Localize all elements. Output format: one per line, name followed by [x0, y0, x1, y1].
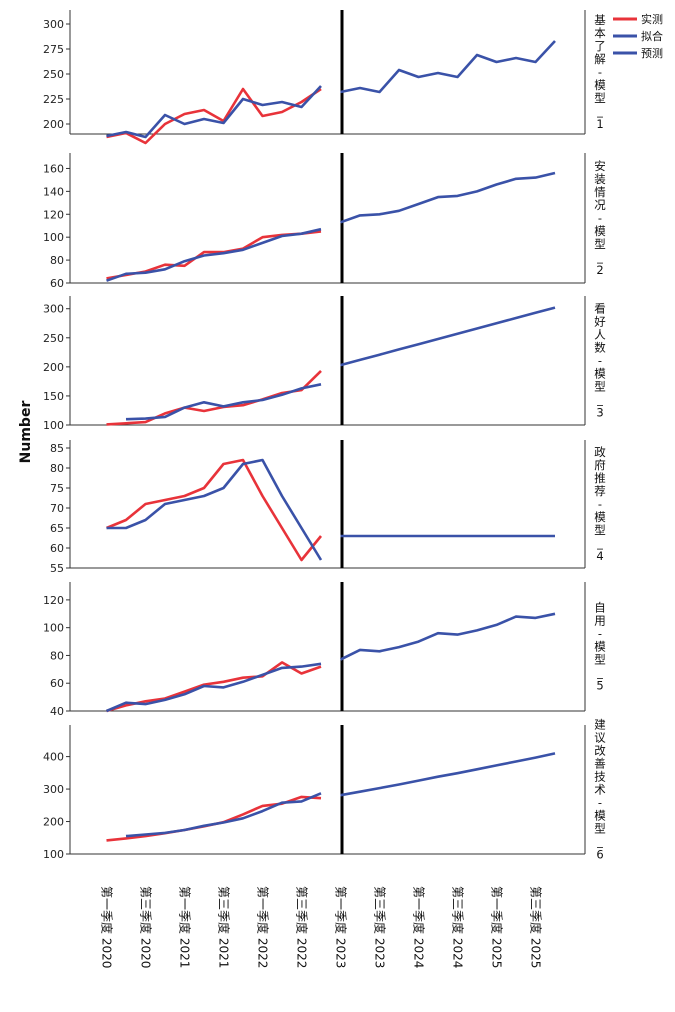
- y-tick-label: 80: [50, 462, 64, 475]
- x-tick-label: 第一季度 2020: [100, 886, 115, 968]
- y-tick-label: 400: [43, 751, 64, 764]
- y-tick-label: 275: [43, 43, 64, 56]
- y-tick-label: 65: [50, 522, 64, 535]
- y-tick-label: 100: [43, 419, 64, 432]
- series-forecast-line: [340, 171, 556, 224]
- x-tick-label: 第三季度 2020: [139, 886, 154, 968]
- y-tick-label: 300: [43, 783, 64, 796]
- series-fitted-line: [106, 458, 323, 561]
- y-axis-title: Number: [18, 401, 34, 464]
- y-tick-label: 55: [50, 562, 64, 575]
- y-tick-label: 120: [43, 208, 64, 221]
- panel-label: 政府推荐-模型_ 4: [594, 445, 606, 563]
- panel-label: 建议改善技术-模型_ 6: [594, 718, 606, 862]
- y-tick-label: 60: [50, 677, 64, 690]
- y-tick-label: 75: [50, 482, 64, 495]
- y-tick-label: 200: [43, 118, 64, 131]
- series-forecast-line: [339, 612, 556, 661]
- series-fitted-line: [125, 792, 322, 838]
- y-tick-label: 225: [43, 93, 64, 106]
- y-tick-label: 40: [50, 705, 64, 718]
- y-tick-label: 100: [43, 231, 64, 244]
- y-tick-label: 60: [50, 542, 64, 555]
- series-observed-line: [106, 661, 322, 713]
- x-tick-label: 第一季度 2024: [412, 886, 427, 968]
- legend-label: 拟合: [641, 29, 663, 43]
- series-forecast-line: [340, 40, 556, 94]
- y-tick-label: 150: [43, 390, 64, 403]
- y-tick-label: 160: [43, 162, 64, 175]
- series-fitted-line: [106, 85, 322, 139]
- series-fitted-line: [125, 383, 322, 421]
- y-tick-label: 100: [43, 622, 64, 635]
- series-fitted-line: [105, 662, 322, 713]
- x-tick-label: 第一季度 2023: [334, 886, 349, 968]
- x-tick-label: 第三季度 2023: [373, 886, 388, 968]
- panel-label: 基本了解-模型_ 1: [594, 13, 606, 131]
- y-tick-label: 250: [43, 68, 64, 81]
- series-observed-line: [106, 87, 322, 145]
- series-observed-line: [106, 369, 322, 426]
- panel-label: 自用-模型_ 5: [594, 601, 606, 693]
- y-tick-label: 80: [50, 649, 64, 662]
- y-tick-label: 200: [43, 816, 64, 829]
- x-tick-label: 第一季度 2021: [178, 886, 193, 968]
- y-tick-label: 85: [50, 442, 64, 455]
- y-tick-label: 140: [43, 185, 64, 198]
- panel-label: 看好人数-模型_ 3: [594, 302, 606, 420]
- legend-label: 预测: [641, 47, 663, 60]
- y-tick-label: 120: [43, 594, 64, 607]
- panel-label: 安装情况-模型_ 2: [594, 159, 606, 277]
- series-forecast-line: [340, 752, 556, 797]
- series-fitted-line: [106, 227, 322, 282]
- x-tick-label: 第三季度 2025: [529, 886, 544, 968]
- x-tick-label: 第一季度 2025: [490, 886, 505, 968]
- x-tick-label: 第三季度 2024: [451, 886, 466, 968]
- series-observed-line: [106, 458, 323, 562]
- legend-label: 实测: [641, 12, 663, 26]
- x-tick-label: 第三季度 2021: [217, 886, 232, 968]
- y-tick-label: 70: [50, 502, 64, 515]
- series-forecast-line: [340, 306, 556, 367]
- y-tick-label: 60: [50, 277, 64, 290]
- y-tick-label: 100: [43, 848, 64, 861]
- x-tick-label: 第三季度 2022: [295, 886, 310, 968]
- y-tick-label: 300: [43, 18, 64, 31]
- x-tick-label: 第一季度 2022: [256, 886, 271, 968]
- y-tick-label: 80: [50, 254, 64, 267]
- y-tick-label: 250: [43, 332, 64, 345]
- y-tick-label: 200: [43, 361, 64, 374]
- y-tick-label: 300: [43, 303, 64, 316]
